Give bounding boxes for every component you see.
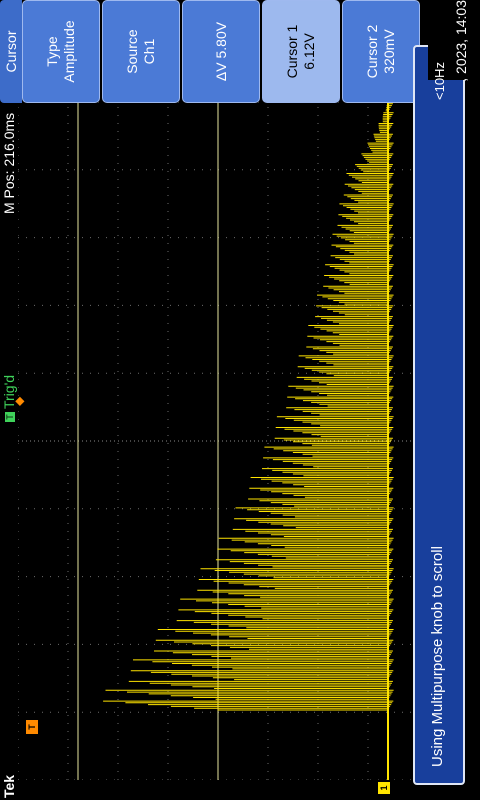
graticule [18, 102, 418, 780]
delta-v-readout[interactable]: ΔV 5.80V [182, 0, 260, 103]
brand-logo: Tek [1, 774, 17, 798]
waveform-display [18, 102, 418, 780]
button-label: Type [44, 36, 60, 67]
trigger-level-marker: T [26, 720, 38, 734]
cursor-2-button[interactable]: Cursor 2 320mV [342, 0, 420, 103]
channel-1-marker: 1 [378, 782, 390, 794]
button-value: Amplitude [61, 20, 77, 83]
button-value: 320mV [381, 29, 397, 74]
button-label: ΔV 5.80V [212, 21, 229, 82]
trigger-badge: T [5, 412, 15, 422]
trigger-position-marker: ◆ [12, 396, 26, 406]
date-time: , 2023, 14:03 [453, 0, 469, 82]
button-label: Cursor 2 [364, 24, 380, 79]
horizontal-position: M Pos: 216.0ms [1, 112, 17, 214]
cursor-type-button[interactable]: Type Amplitude [22, 0, 100, 103]
button-value: 6.12V [301, 33, 317, 70]
trigger-frequency: <10Hz [432, 62, 447, 100]
cursor-1-button[interactable]: Cursor 1 6.12V [262, 0, 340, 103]
button-value: Ch1 [141, 38, 157, 65]
button-label: Cursor 1 [284, 24, 300, 79]
cursor-source-button[interactable]: Source Ch1 [102, 0, 180, 103]
button-label: Source [124, 29, 140, 74]
